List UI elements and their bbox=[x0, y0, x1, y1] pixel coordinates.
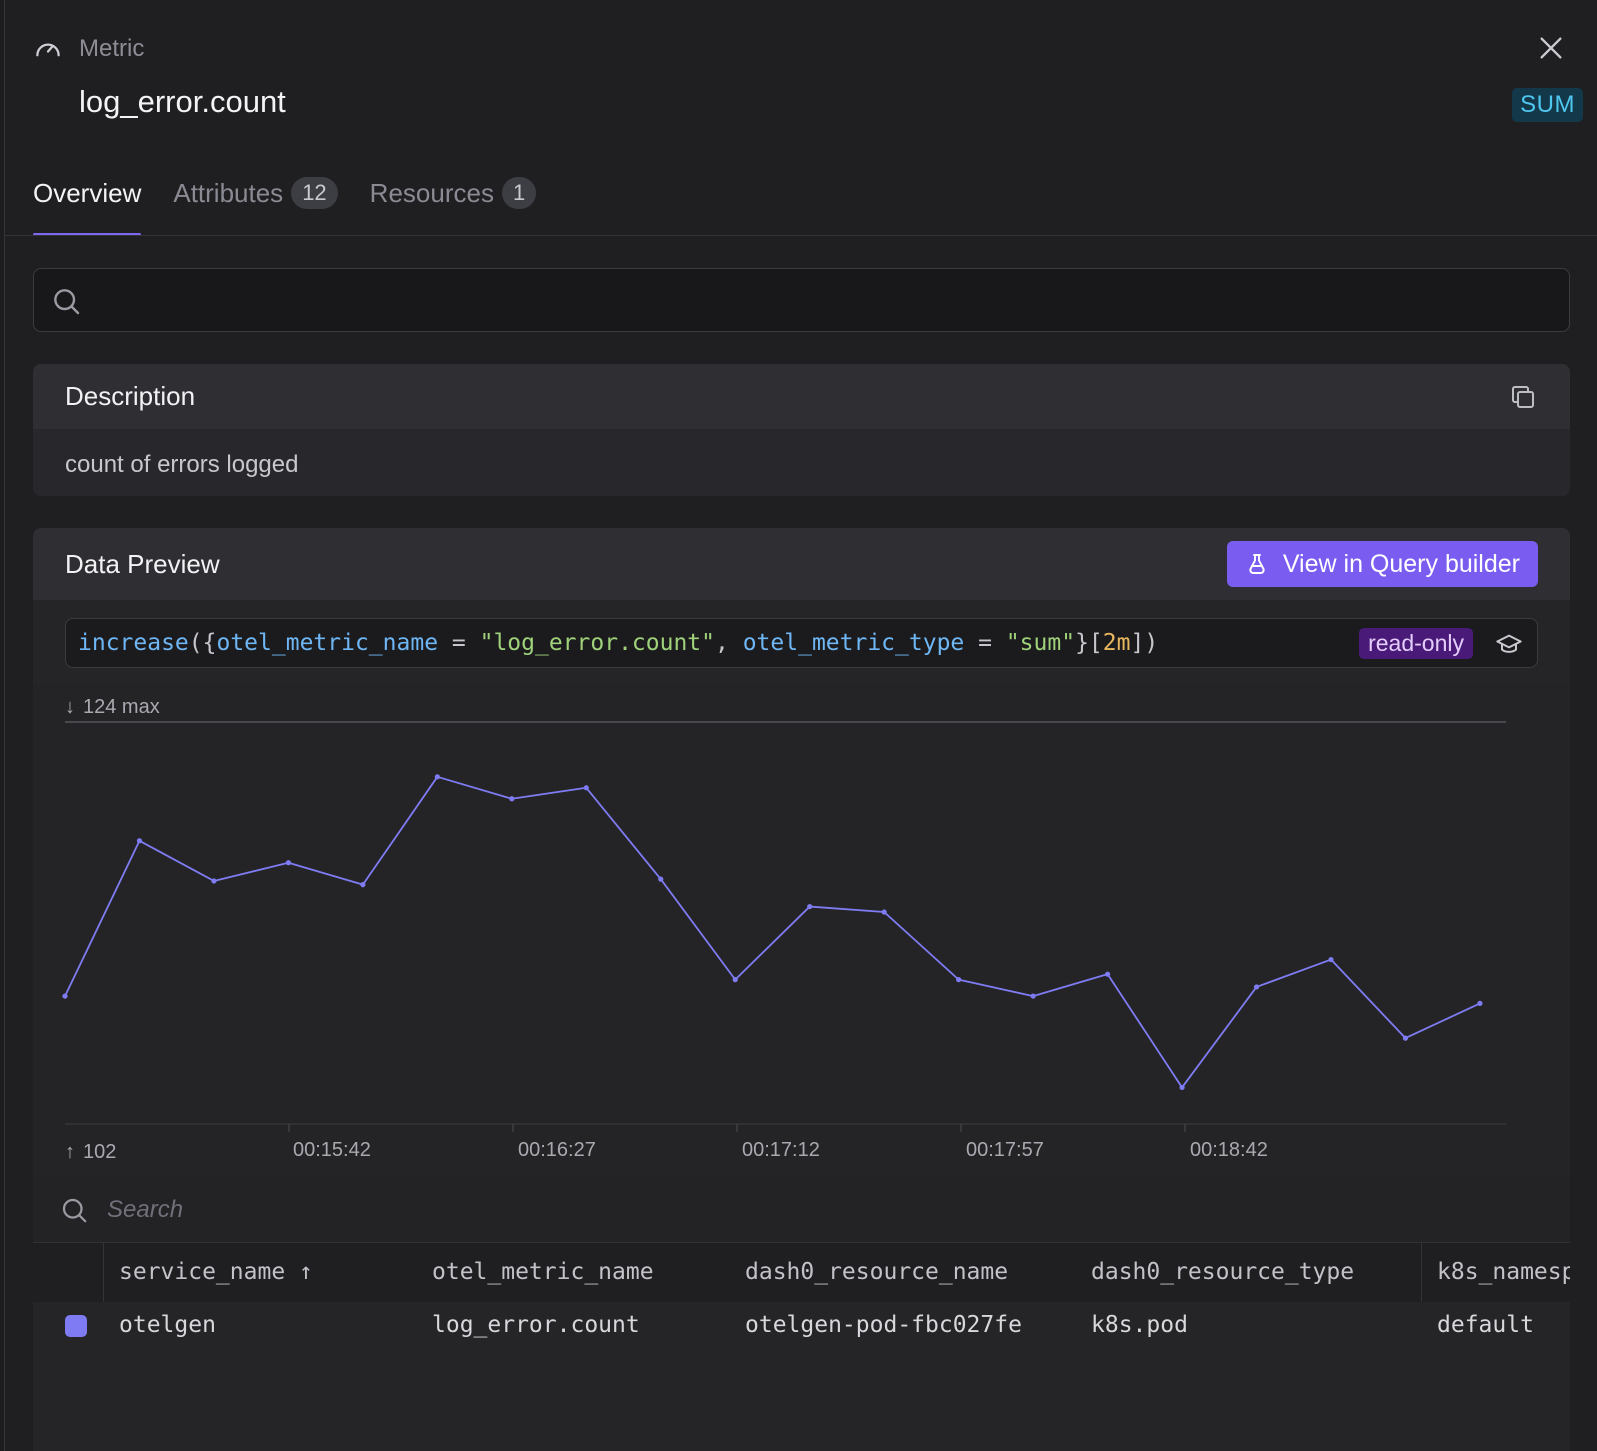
table-search-placeholder: Search bbox=[107, 1196, 184, 1223]
description-card: Description count of errors logged bbox=[33, 364, 1570, 496]
query-operator: = bbox=[438, 630, 480, 656]
query-punct: , bbox=[715, 630, 743, 656]
data-point bbox=[1328, 956, 1334, 963]
data-point bbox=[360, 882, 366, 888]
table-search-input[interactable]: Search bbox=[33, 1178, 1570, 1242]
metric-kind-badge: SUM bbox=[1512, 88, 1583, 122]
data-point bbox=[956, 977, 962, 983]
table-row[interactable]: otelgen log_error.count otelgen-pod-fbc0… bbox=[33, 1302, 1570, 1354]
metric-details-panel: Metric log_error.count SUM Overview Attr… bbox=[4, 0, 1597, 1451]
data-point bbox=[1030, 993, 1036, 999]
x-tick-label: 00:17:12 bbox=[742, 1139, 820, 1161]
description-header: Description bbox=[33, 364, 1570, 429]
view-in-query-builder-button[interactable]: View in Query builder bbox=[1226, 541, 1538, 587]
query-range: 2m bbox=[1102, 630, 1131, 656]
close-icon[interactable] bbox=[1535, 32, 1567, 64]
cell-dash0-resource-type: k8s.pod bbox=[1091, 1312, 1188, 1338]
query-label-key: otel_metric_type bbox=[742, 630, 965, 656]
x-tick-label: 00:15:42 bbox=[293, 1139, 371, 1161]
series-color-swatch[interactable] bbox=[65, 1315, 87, 1337]
column-header-otel-metric-name[interactable]: otel_metric_name bbox=[432, 1259, 654, 1285]
query-label-value: "sum" bbox=[1005, 630, 1076, 656]
metric-chart: ↓ 124 max ↑ 102 00:15:42 00:16:27 00:17:… bbox=[33, 684, 1570, 1204]
tab-attributes[interactable]: Attributes 12 bbox=[173, 170, 338, 236]
data-preview-header: Data Preview View in Query builder bbox=[33, 528, 1570, 600]
data-point bbox=[62, 993, 68, 999]
x-tick-label: 00:17:57 bbox=[966, 1139, 1044, 1161]
tab-count-badge: 1 bbox=[501, 177, 537, 209]
table-header: service_name ↑ otel_metric_name dash0_re… bbox=[33, 1242, 1570, 1302]
data-point bbox=[732, 977, 738, 983]
description-text: count of errors logged bbox=[65, 451, 299, 478]
copy-icon[interactable] bbox=[1508, 382, 1538, 412]
data-point bbox=[285, 860, 292, 866]
arrow-down-icon: ↓ bbox=[65, 696, 75, 718]
graduation-cap-icon[interactable] bbox=[1495, 631, 1523, 659]
y-max-label: ↓ 124 max bbox=[65, 696, 160, 719]
query-label-key: otel_metric_name bbox=[216, 630, 439, 656]
query-punct: ({ bbox=[188, 630, 217, 656]
metric-type-label: Metric bbox=[79, 35, 145, 62]
search-icon bbox=[54, 289, 80, 315]
metric-title: log_error.count bbox=[79, 84, 286, 119]
cell-k8s-namespace: default bbox=[1437, 1312, 1534, 1338]
tab-bar: Overview Attributes 12 Resources 1 bbox=[33, 170, 537, 236]
column-header-k8s-namespace[interactable]: k8s_namespace_name bbox=[1437, 1259, 1570, 1285]
column-divider bbox=[1421, 1243, 1422, 1302]
arrow-up-icon: ↑ bbox=[65, 1141, 75, 1163]
read-only-badge: read-only bbox=[1359, 628, 1473, 659]
query-editor[interactable]: increase({otel_metric_name = "log_error.… bbox=[65, 618, 1538, 668]
tab-label: Resources bbox=[369, 178, 494, 208]
query-punct: }[ bbox=[1075, 630, 1103, 656]
query-punct: ]) bbox=[1130, 630, 1159, 656]
column-header-dash0-resource-name[interactable]: dash0_resource_name bbox=[745, 1259, 1009, 1285]
tabs-divider bbox=[5, 235, 1597, 236]
data-point bbox=[136, 838, 143, 844]
tab-label: Attributes bbox=[173, 178, 284, 208]
metric-type-header: Metric bbox=[33, 34, 144, 64]
y-min-label: ↑ 102 bbox=[65, 1141, 116, 1164]
x-tick-label: 00:18:42 bbox=[1190, 1139, 1268, 1161]
y-min-text: 102 bbox=[83, 1141, 117, 1163]
column-divider bbox=[103, 1243, 104, 1302]
series-table: service_name ↑ otel_metric_name dash0_re… bbox=[33, 1242, 1570, 1354]
data-point bbox=[1179, 1084, 1185, 1091]
line-chart-svg bbox=[62, 721, 1506, 1132]
query-operator: = bbox=[964, 630, 1006, 656]
data-point bbox=[1253, 984, 1260, 990]
column-header-service-name[interactable]: service_name ↑ bbox=[119, 1259, 313, 1285]
data-point bbox=[1477, 1000, 1483, 1006]
tab-resources[interactable]: Resources 1 bbox=[370, 170, 537, 236]
data-point bbox=[807, 903, 813, 910]
data-point bbox=[583, 785, 589, 791]
tab-count-badge: 12 bbox=[291, 177, 338, 209]
cell-otel-metric-name: log_error.count bbox=[432, 1312, 640, 1338]
data-preview-heading: Data Preview bbox=[65, 548, 220, 579]
search-input[interactable] bbox=[33, 268, 1570, 332]
column-header-dash0-resource-type[interactable]: dash0_resource_type bbox=[1091, 1259, 1355, 1285]
cell-dash0-resource-name: otelgen-pod-fbc027fe bbox=[745, 1312, 1022, 1338]
data-point bbox=[509, 796, 515, 802]
query-label-value: "log_error.count" bbox=[479, 630, 715, 656]
data-point bbox=[434, 774, 440, 780]
gauge-icon bbox=[36, 43, 60, 57]
data-point bbox=[881, 909, 887, 915]
search-icon bbox=[62, 1198, 87, 1223]
tab-label: Overview bbox=[33, 178, 142, 208]
x-tick-label: 00:16:27 bbox=[518, 1139, 596, 1161]
tab-overview[interactable]: Overview bbox=[33, 170, 142, 236]
flask-icon bbox=[1249, 554, 1265, 574]
data-point bbox=[1402, 1035, 1409, 1041]
query-function: increase bbox=[78, 630, 189, 656]
y-max-text: 124 max bbox=[83, 696, 160, 718]
data-point bbox=[211, 878, 217, 884]
series-line bbox=[64, 775, 1481, 1089]
cell-service-name: otelgen bbox=[119, 1312, 216, 1338]
data-point bbox=[658, 876, 664, 882]
data-point bbox=[1104, 971, 1111, 977]
query-builder-label: View in Query builder bbox=[1282, 549, 1520, 578]
description-heading: Description bbox=[65, 381, 196, 411]
data-preview-card: Data Preview View in Query builder incre… bbox=[33, 528, 1570, 1451]
